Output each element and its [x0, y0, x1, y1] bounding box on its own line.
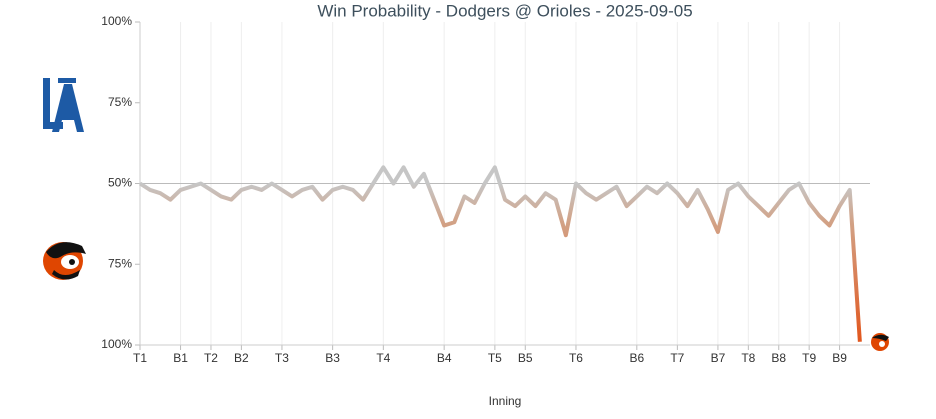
- x-tick-label: T7: [670, 351, 684, 365]
- x-tick-label: B9: [832, 351, 847, 365]
- x-tick-label: B7: [711, 351, 726, 365]
- orioles-marker: [871, 333, 889, 351]
- x-tick-label: T9: [802, 351, 816, 365]
- chart-title: Win Probability - Dodgers @ Orioles - 20…: [317, 1, 692, 20]
- x-tick-label: T2: [204, 351, 218, 365]
- x-tick-label: T4: [376, 351, 390, 365]
- y-tick-label: 100%: [101, 337, 132, 351]
- y-tick-label: 75%: [108, 95, 132, 109]
- x-tick-label: T1: [133, 351, 147, 365]
- win-probability-line: [138, 165, 862, 342]
- x-tick-label: B4: [437, 351, 452, 365]
- y-tick-label: 50%: [108, 176, 132, 190]
- y-tick-label: 75%: [108, 256, 132, 270]
- x-tick-label: T3: [275, 351, 289, 365]
- x-tick-label: B6: [629, 351, 644, 365]
- x-tick-label: B3: [325, 351, 340, 365]
- x-tick-label: B8: [771, 351, 786, 365]
- orioles-logo: [43, 242, 86, 280]
- x-tick-label: T5: [488, 351, 502, 365]
- dodgers-logo: [43, 78, 84, 132]
- x-tick-label: B1: [173, 351, 188, 365]
- y-tick-label: 100%: [101, 14, 132, 28]
- x-tick-label: T8: [741, 351, 755, 365]
- x-axis-label: Inning: [489, 394, 522, 408]
- x-tick-label: B2: [234, 351, 249, 365]
- x-tick-label: T6: [569, 351, 583, 365]
- x-tick-label: B5: [518, 351, 533, 365]
